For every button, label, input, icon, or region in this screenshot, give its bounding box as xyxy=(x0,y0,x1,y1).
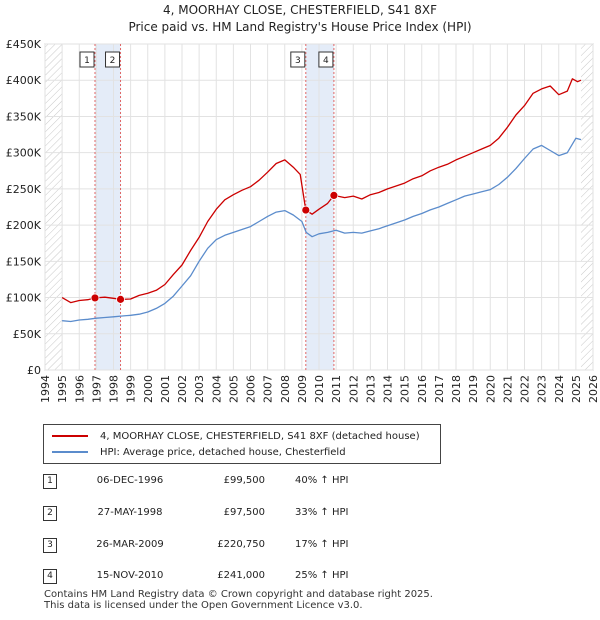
sale-price: £241,000 xyxy=(217,570,265,581)
hpi-line-swatch xyxy=(52,451,88,453)
sale-point xyxy=(301,205,311,215)
sale-hpi-change: 33% ↑ HPI xyxy=(295,507,349,518)
x-tick-label: 1995 xyxy=(56,375,69,403)
table-row: 4 15-NOV-2010 £241,000 25% ↑ HPI xyxy=(40,567,480,587)
x-tick-label: 1994 xyxy=(39,375,52,403)
x-tick-label: 2019 xyxy=(467,375,480,403)
x-tick-label: 2017 xyxy=(433,375,446,403)
x-tick-label: 2013 xyxy=(364,375,377,403)
x-tick-label: 2021 xyxy=(501,375,514,403)
sale-hpi-change: 25% ↑ HPI xyxy=(295,570,349,581)
sale-date: 27-MAY-1998 xyxy=(97,507,163,518)
legend-item-property: 4, MOORHAY CLOSE, CHESTERFIELD, S41 8XF … xyxy=(52,429,420,443)
property-line-swatch xyxy=(52,435,88,437)
x-tick-label: 2025 xyxy=(570,375,583,403)
x-tick-label: 2010 xyxy=(313,375,326,403)
x-tick-label: 2014 xyxy=(382,375,395,403)
legend-hpi-label: HPI: Average price, detached house, Ches… xyxy=(100,446,346,458)
y-tick-label: £0 xyxy=(27,364,41,377)
sale-price: £220,750 xyxy=(217,539,265,550)
sale-number-label: 3 xyxy=(295,56,301,66)
future-hatch xyxy=(581,44,593,370)
x-tick-label: 2023 xyxy=(536,375,549,403)
x-tick-label: 2007 xyxy=(262,375,275,403)
x-tick-label: 2006 xyxy=(245,375,258,403)
sale-number-badge: 3 xyxy=(43,538,57,553)
sale-number-label: 1 xyxy=(84,56,90,66)
x-tick-label: 2018 xyxy=(450,375,463,403)
sale-date: 15-NOV-2010 xyxy=(96,570,164,581)
sale-price: £99,500 xyxy=(223,475,265,486)
x-tick-label: 2024 xyxy=(553,375,566,403)
ownership-shade xyxy=(305,44,334,370)
sale-hpi-change: 17% ↑ HPI xyxy=(295,539,349,550)
footer-line-2: This data is licensed under the Open Gov… xyxy=(44,600,363,611)
x-tick-label: 2005 xyxy=(227,375,240,403)
footer-attribution: Contains HM Land Registry data © Crown c… xyxy=(44,589,433,611)
ownership-shade xyxy=(95,44,121,370)
pre-data-hatch xyxy=(45,44,63,370)
sale-number-box xyxy=(318,51,334,68)
chart-title: 4, MOORHAY CLOSE, CHESTERFIELD, S41 8XF … xyxy=(0,2,600,36)
x-tick-label: 2002 xyxy=(176,375,189,403)
sale-number-label: 2 xyxy=(110,56,116,66)
x-tick-label: 2009 xyxy=(296,375,309,403)
x-tick-label: 1997 xyxy=(90,375,103,403)
x-tick-label: 2003 xyxy=(193,375,206,403)
table-row: 1 06-DEC-1996 £99,500 40% ↑ HPI xyxy=(40,472,480,492)
y-tick-label: £50K xyxy=(13,328,42,341)
footer-line-1: Contains HM Land Registry data © Crown c… xyxy=(44,589,433,600)
legend-property-label: 4, MOORHAY CLOSE, CHESTERFIELD, S41 8XF … xyxy=(100,430,420,442)
y-tick-label: £450K xyxy=(6,38,42,51)
x-tick-label: 2026 xyxy=(587,375,600,403)
x-tick-label: 2012 xyxy=(347,375,360,403)
sale-point xyxy=(116,294,125,304)
x-tick-label: 2000 xyxy=(142,375,155,403)
sale-point xyxy=(329,191,339,200)
sale-price: £97,500 xyxy=(223,507,265,518)
sale-number-badge: 2 xyxy=(43,506,57,521)
y-tick-label: £300K xyxy=(6,147,42,160)
x-tick-label: 2020 xyxy=(484,375,497,403)
sale-number-badge: 1 xyxy=(43,474,57,489)
y-tick-label: £200K xyxy=(6,219,42,232)
x-tick-label: 2011 xyxy=(330,375,343,403)
sale-date: 26-MAR-2009 xyxy=(96,539,164,550)
x-tick-label: 2004 xyxy=(210,375,223,403)
sale-date: 06-DEC-1996 xyxy=(96,475,164,486)
x-tick-label: 2015 xyxy=(399,375,412,403)
title-line-2: Price paid vs. HM Land Registry's House … xyxy=(128,20,472,34)
y-tick-label: £350K xyxy=(6,110,42,123)
x-tick-label: 2008 xyxy=(279,375,292,403)
table-row: 2 27-MAY-1998 £97,500 33% ↑ HPI xyxy=(40,504,480,524)
x-tick-label: 1998 xyxy=(108,375,121,403)
y-tick-label: £150K xyxy=(6,255,42,268)
table-row: 3 26-MAR-2009 £220,750 17% ↑ HPI xyxy=(40,536,480,556)
hpi-series-line xyxy=(62,137,582,323)
x-tick-label: 2022 xyxy=(519,375,532,403)
x-tick-label: 2001 xyxy=(159,375,172,403)
property-series-line xyxy=(61,78,582,304)
sale-number-label: 4 xyxy=(323,56,329,66)
x-tick-label: 2016 xyxy=(416,375,429,403)
y-tick-label: £250K xyxy=(6,183,42,196)
sale-number-box xyxy=(290,51,306,68)
y-tick-label: £400K xyxy=(6,74,42,87)
y-tick-label: £100K xyxy=(6,292,42,305)
sale-number-box xyxy=(105,51,121,68)
sale-number-badge: 4 xyxy=(43,569,57,584)
title-line-1: 4, MOORHAY CLOSE, CHESTERFIELD, S41 8XF xyxy=(162,3,438,17)
price-chart: £0 £50K £100K £150K £200K £250K £300K £350K £400… xyxy=(6,38,600,403)
x-tick-label: 1996 xyxy=(73,375,86,403)
legend-item-hpi: HPI: Average price, detached house, Ches… xyxy=(52,445,346,459)
legend: 4, MOORHAY CLOSE, CHESTERFIELD, S41 8XF … xyxy=(43,424,441,464)
x-tick-label: 1999 xyxy=(125,375,138,403)
sale-hpi-change: 40% ↑ HPI xyxy=(295,475,349,486)
sale-point xyxy=(90,293,100,303)
sale-number-box xyxy=(79,51,95,68)
